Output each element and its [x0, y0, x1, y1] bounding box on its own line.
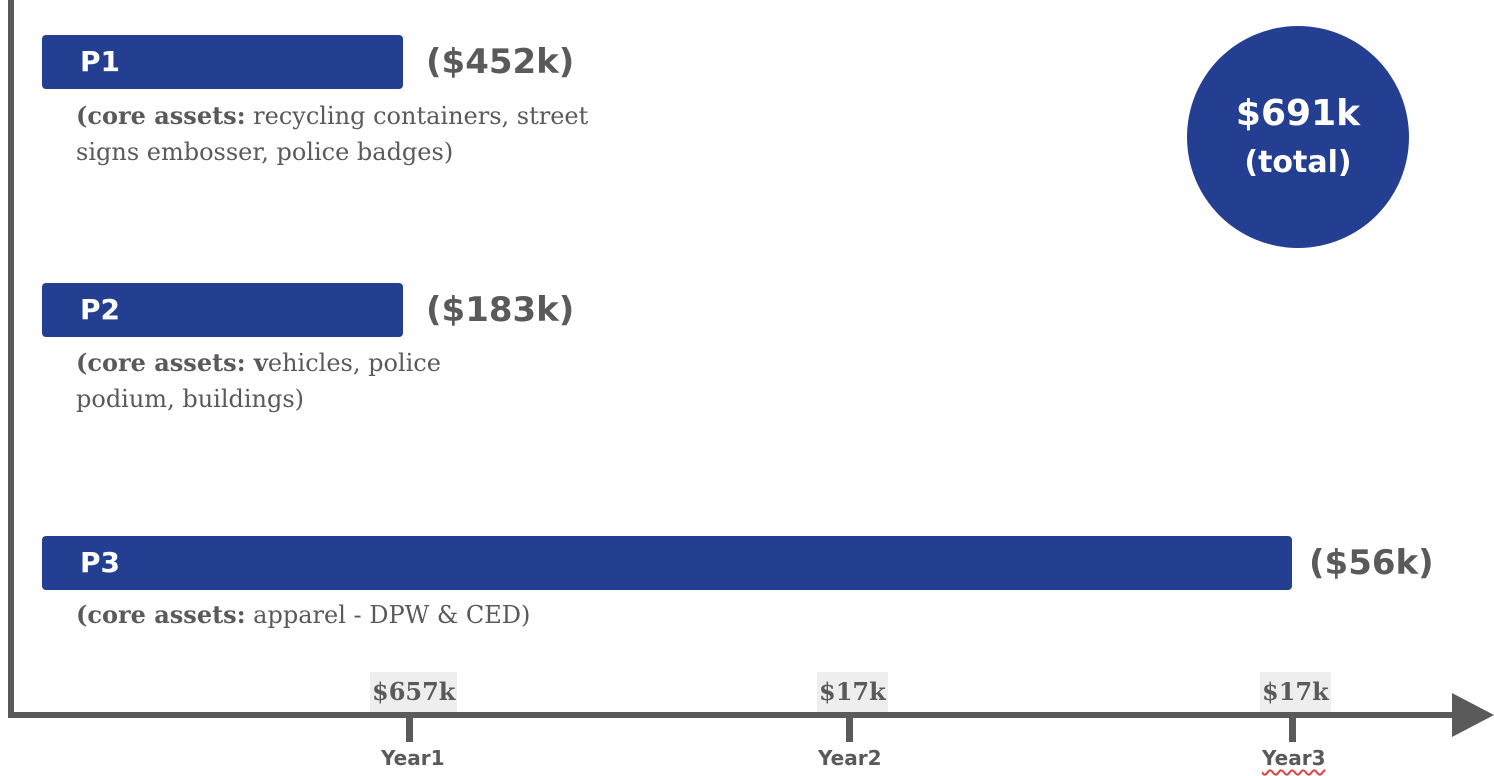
- assets-prefix-p3: (core assets:: [76, 600, 246, 629]
- tick-year1: [406, 706, 413, 742]
- total-amount: $691k: [1235, 93, 1361, 134]
- phase-assets-p1: (core assets: recycling containers, stre…: [76, 98, 596, 170]
- phase-bar-p1: P1: [42, 35, 403, 89]
- total-label: (total): [1244, 145, 1352, 180]
- tick-year2: [846, 706, 853, 742]
- phase-assets-p3: (core assets: apparel - DPW & CED): [76, 597, 676, 633]
- phase-label-p2: P2: [80, 293, 121, 326]
- year2-amount: $17k: [817, 672, 888, 712]
- assets-text-p2: ehicles, police podium, buildings): [76, 349, 441, 413]
- phase-amount-p1: ($452k): [426, 42, 575, 82]
- assets-text-p3: apparel - DPW & CED): [245, 601, 531, 629]
- total-badge: $691k (total): [1187, 26, 1409, 248]
- phase-label-p1: P1: [80, 45, 121, 78]
- year3-amount: $17k: [1260, 672, 1331, 712]
- year2-label: Year2: [818, 746, 882, 770]
- assets-prefix-p2: (core assets: v: [76, 348, 268, 377]
- phase-bar-p3: P3: [42, 536, 1292, 590]
- x-axis-arrow-icon: [1452, 693, 1494, 737]
- phase-label-p3: P3: [80, 546, 121, 579]
- x-axis: [8, 712, 1454, 718]
- assets-prefix-p1: (core assets:: [76, 101, 246, 130]
- phase-bar-p2: P2: [42, 283, 403, 337]
- phase-amount-p2: ($183k): [426, 290, 575, 330]
- assets-text-p1: recycling containers, street signs embos…: [76, 102, 589, 166]
- year1-amount: $657k: [370, 672, 458, 712]
- phase-assets-p2: (core assets: vehicles, police podium, b…: [76, 345, 496, 417]
- year1-label: Year1: [381, 746, 445, 770]
- y-axis: [8, 0, 14, 718]
- tick-year3: [1289, 706, 1296, 742]
- year3-label: Year3: [1262, 746, 1326, 770]
- phase-amount-p3: ($56k): [1309, 543, 1434, 583]
